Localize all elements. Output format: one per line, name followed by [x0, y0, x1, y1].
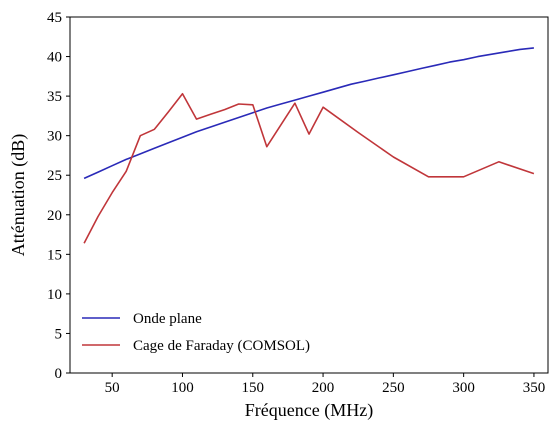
series-layer	[83, 47, 535, 244]
y-tick-label: 20	[47, 208, 62, 224]
x-tick-label: 350	[523, 380, 546, 396]
plot-frame	[69, 16, 549, 374]
y-tick-label: 40	[47, 50, 62, 66]
y-tick-label: 0	[55, 366, 63, 382]
series-line-cage-de-faraday	[83, 92, 535, 244]
y-axis-ticks: 0 5 10 15 20 25 30 35 40 45	[47, 10, 70, 382]
y-tick-label: 35	[47, 89, 62, 105]
x-tick-label: 200	[312, 380, 335, 396]
x-tick-label: 150	[242, 380, 265, 396]
y-axis-label: Atténuation (dB)	[8, 134, 29, 256]
y-tick-label: 25	[47, 168, 62, 184]
y-tick-label: 45	[47, 10, 62, 26]
series-line-onde-plane	[83, 47, 534, 180]
x-tick-label: 100	[171, 380, 194, 396]
x-axis-ticks: 50 100 150 200 250 300 350	[105, 373, 546, 396]
x-tick-label: 250	[382, 380, 405, 396]
x-tick-label: 50	[105, 380, 120, 396]
y-tick-label: 30	[47, 129, 62, 145]
x-tick-label: 300	[452, 380, 475, 396]
y-tick-label: 15	[47, 247, 62, 263]
legend: Onde plane Cage de Faraday (COMSOL)	[82, 311, 310, 354]
x-axis-label: Fréquence (MHz)	[245, 400, 373, 421]
y-tick-label: 10	[47, 287, 62, 303]
legend-label-onde-plane: Onde plane	[133, 311, 202, 327]
axes	[69, 16, 549, 374]
y-tick-label: 5	[55, 326, 63, 342]
legend-label-cage-de-faraday: Cage de Faraday (COMSOL)	[133, 338, 310, 354]
